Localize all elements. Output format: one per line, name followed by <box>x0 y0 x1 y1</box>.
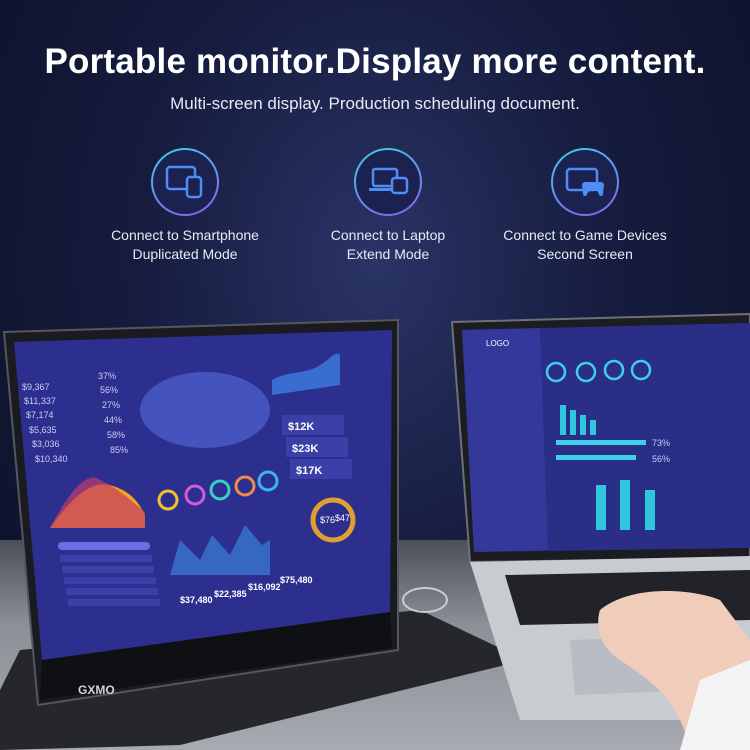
monitor-gamepad-icon <box>551 148 619 216</box>
stat-value: $3,036 <box>32 439 60 449</box>
stat-value: $7,174 <box>26 410 54 420</box>
total-value: $16,092 <box>248 582 281 592</box>
peak-chart <box>170 525 270 575</box>
total-value: $22,385 <box>214 589 247 599</box>
stat-value: $5,635 <box>29 425 57 435</box>
laptop-logo: LOGO <box>486 339 509 348</box>
tablet-smartphone-icon <box>151 148 219 216</box>
laptop-tablet-icon <box>354 148 422 216</box>
donut-value: $76 <box>320 515 335 525</box>
stat-pct: 58% <box>107 430 125 440</box>
feature-mode: Extend Mode <box>346 246 430 262</box>
donut-chart <box>310 497 356 543</box>
laptop-sidebar <box>462 328 548 552</box>
data-table <box>58 542 150 550</box>
feature-laptop: Connect to Laptop Extend Mode <box>278 148 498 264</box>
stat-value: $11,337 <box>24 396 56 406</box>
laptop-bar-chart <box>560 405 655 530</box>
feature-game: Connect to Game Devices Second Screen <box>475 148 695 264</box>
brand-logo: GXMO <box>78 683 115 697</box>
stat-pct: 56% <box>100 385 118 395</box>
kpi-value: $23K <box>292 443 318 455</box>
feature-mode: Duplicated Mode <box>132 246 238 262</box>
monitor-stats: $9,367 37% $11,337 56% $7,174 27% $5,635… <box>22 371 128 464</box>
laptop-percent: 56% <box>652 454 670 464</box>
world-map <box>140 372 270 448</box>
kpi-value: $17K <box>296 465 322 477</box>
laptop-percent: 73% <box>652 438 670 448</box>
feature-title: Connect to Laptop <box>330 227 446 243</box>
stat-pct: 27% <box>102 400 120 410</box>
stat-pct: 37% <box>98 371 116 381</box>
feature-title: Connect to Game Devices <box>503 227 667 243</box>
kpi-value: $12K <box>288 421 314 433</box>
total-value: $37,480 <box>180 595 213 605</box>
page-title: Portable monitor.Display more content. <box>44 42 706 81</box>
stat-value: $10,340 <box>35 454 68 464</box>
feature-smartphone: Connect to Smartphone Duplicated Mode <box>75 148 295 264</box>
donut-value: $47 <box>335 513 350 523</box>
stat-pct: 44% <box>104 415 122 425</box>
ring-gauges <box>157 470 279 511</box>
monitor-bezel <box>40 612 392 700</box>
total-value: $75,480 <box>280 575 313 585</box>
glasses <box>402 587 448 613</box>
feature-mode: Second Screen <box>537 246 633 262</box>
stat-pct: 85% <box>110 445 128 455</box>
sleeve <box>680 660 750 750</box>
page-subtitle: Multi-screen display. Production schedul… <box>170 94 580 113</box>
feature-title: Connect to Smartphone <box>111 227 259 243</box>
stat-value: $9,367 <box>22 382 50 392</box>
